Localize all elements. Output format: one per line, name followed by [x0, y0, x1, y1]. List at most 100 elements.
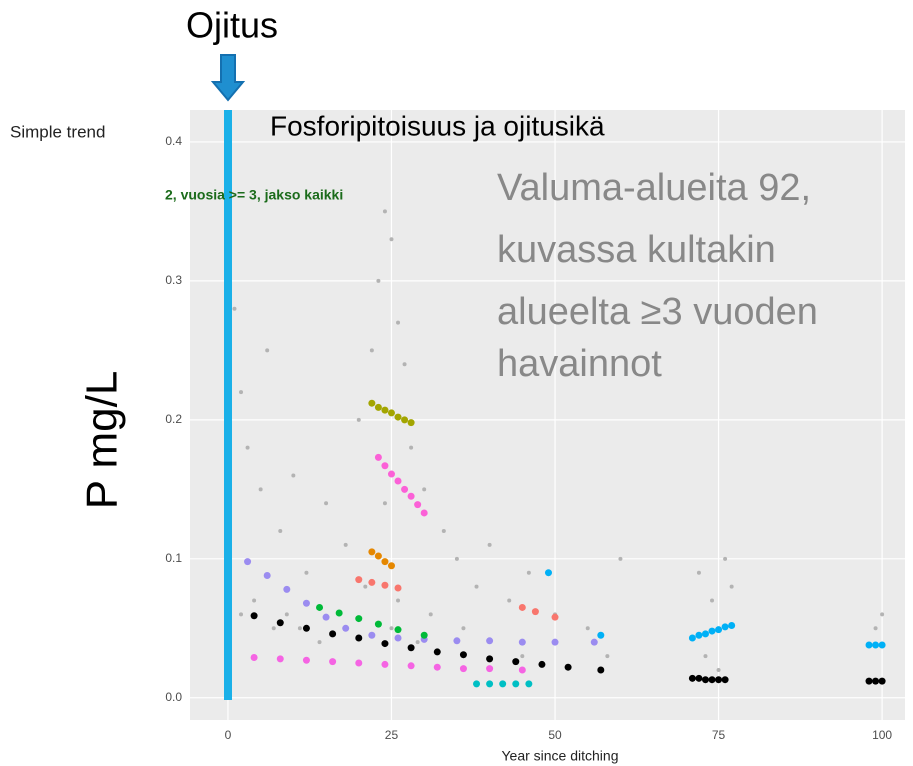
point — [486, 680, 494, 688]
marker-label: Ojitus — [186, 5, 278, 46]
point — [284, 612, 289, 617]
point — [585, 626, 590, 631]
y-tick-label: 0.1 — [165, 551, 182, 565]
point — [302, 599, 310, 607]
point — [304, 570, 309, 575]
point — [618, 556, 623, 561]
point — [363, 584, 368, 589]
point — [381, 406, 389, 414]
point — [422, 487, 427, 492]
point — [252, 598, 257, 603]
point — [322, 613, 330, 621]
point — [473, 680, 481, 688]
point — [518, 603, 526, 611]
y-axis-label: P mg/L — [78, 371, 127, 510]
point — [316, 603, 324, 611]
point — [526, 570, 531, 575]
point — [382, 209, 387, 214]
point — [872, 641, 880, 649]
point — [356, 417, 361, 422]
point — [381, 640, 389, 648]
point — [374, 552, 382, 560]
point — [394, 413, 402, 421]
x-tick-label: 100 — [872, 728, 892, 742]
point — [329, 658, 337, 666]
point — [428, 612, 433, 617]
point — [703, 654, 708, 659]
point — [474, 584, 479, 589]
point — [232, 306, 237, 311]
point — [512, 658, 520, 666]
point — [538, 660, 546, 668]
side-note: Simple trend — [10, 122, 105, 141]
point — [518, 638, 526, 646]
point — [401, 485, 409, 493]
y-tick-label: 0.0 — [165, 690, 182, 704]
point — [278, 529, 283, 534]
point — [708, 676, 716, 684]
point — [263, 571, 271, 579]
point — [696, 570, 701, 575]
annotation: kuvassa kultakin — [497, 229, 776, 271]
point — [401, 416, 409, 424]
point — [368, 548, 376, 556]
point — [597, 631, 605, 639]
point — [487, 542, 492, 547]
point — [402, 362, 407, 367]
x-tick-label: 75 — [712, 728, 726, 742]
point — [381, 581, 389, 589]
point — [729, 584, 734, 589]
point — [441, 529, 446, 534]
point — [551, 613, 559, 621]
x-tick-label: 50 — [548, 728, 562, 742]
point — [715, 676, 723, 684]
y-tick-label: 0.2 — [165, 412, 182, 426]
point — [355, 634, 363, 642]
point — [335, 609, 343, 617]
point — [723, 556, 728, 561]
point — [394, 584, 402, 592]
point — [396, 598, 401, 603]
point — [407, 662, 415, 670]
point — [409, 445, 414, 450]
point — [872, 677, 880, 685]
point — [355, 615, 363, 623]
point — [355, 659, 363, 667]
point — [518, 666, 526, 674]
point — [355, 576, 363, 584]
point — [381, 660, 389, 668]
point — [453, 637, 461, 645]
annotation: Valuma-alueita 92, — [497, 167, 811, 209]
point — [701, 630, 709, 638]
point — [245, 445, 250, 450]
point — [695, 674, 703, 682]
chart-title: Fosforipitoisuus ja ojitusikä — [270, 110, 605, 141]
point — [688, 674, 696, 682]
point — [381, 558, 389, 566]
point — [865, 677, 873, 685]
annotation: havainnot — [497, 343, 662, 385]
point — [708, 627, 716, 635]
point — [507, 598, 512, 603]
point — [297, 626, 302, 631]
point — [605, 654, 610, 659]
ditching-line — [224, 110, 232, 700]
point — [716, 667, 721, 672]
point — [387, 562, 395, 570]
point — [459, 651, 467, 659]
y-tick-label: 0.4 — [165, 134, 182, 148]
point — [499, 680, 507, 688]
point — [878, 677, 886, 685]
point — [415, 640, 420, 645]
point — [302, 624, 310, 632]
point — [551, 638, 559, 646]
point — [394, 634, 402, 642]
point — [695, 631, 703, 639]
point — [244, 558, 252, 566]
point — [382, 501, 387, 506]
point — [531, 608, 539, 616]
point — [343, 542, 348, 547]
point — [597, 666, 605, 674]
point — [414, 501, 422, 509]
